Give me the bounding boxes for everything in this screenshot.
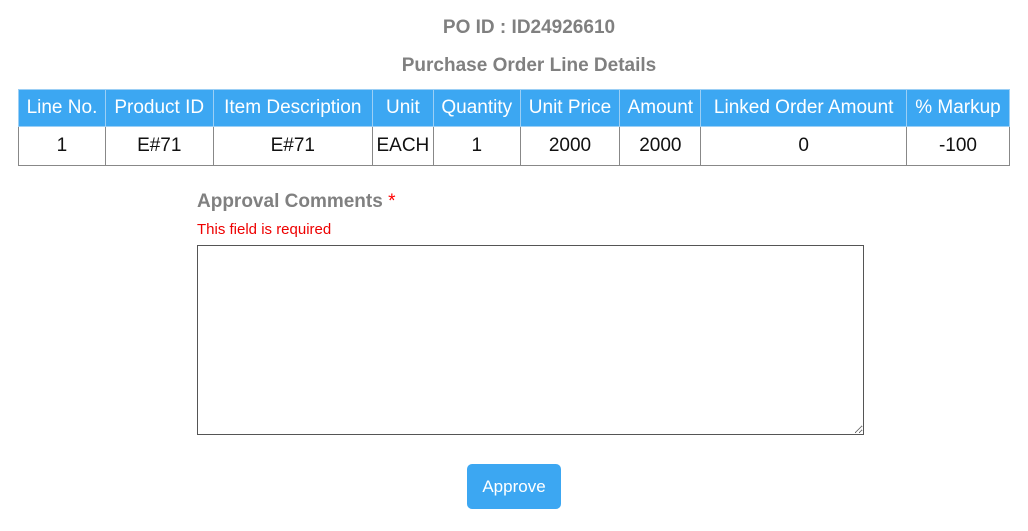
- po-id: PO ID : ID24926610: [442, 17, 616, 38]
- column-header: Quantity: [432, 89, 521, 127]
- table-row: 1 E#71 E#71 EACH 1 2000 2000 0 -100: [18, 126, 1011, 166]
- column-header: Unit Price: [519, 89, 621, 127]
- label-text: Approval Comments: [197, 191, 383, 212]
- table-cell: -100: [905, 126, 1011, 166]
- column-header: Linked Order Amount: [700, 89, 907, 127]
- table-cell: E#71: [212, 126, 373, 166]
- column-header: % Markup: [905, 89, 1011, 127]
- column-header: Amount: [619, 89, 702, 127]
- table-cell: 0: [700, 126, 907, 166]
- table-cell: 2000: [519, 126, 621, 166]
- table-cell: 2000: [619, 126, 702, 166]
- column-header: Unit: [371, 89, 434, 127]
- approval-comments-input[interactable]: [197, 245, 864, 435]
- table-cell: E#71: [104, 126, 214, 166]
- approve-button[interactable]: Approve: [467, 464, 561, 509]
- error-message: This field is required: [197, 221, 332, 238]
- section-title: Purchase Order Line Details: [401, 55, 657, 76]
- column-header: Product ID: [104, 89, 214, 127]
- column-header: Item Description: [212, 89, 373, 127]
- line-details-table: Line No. Product ID Item Description Unit Qu…: [18, 89, 1011, 166]
- table-cell: EACH: [371, 126, 434, 166]
- table-cell: 1: [18, 126, 106, 166]
- column-header: Line No.: [18, 89, 106, 127]
- table-cell: 1: [432, 126, 521, 166]
- required-mark: *: [388, 191, 396, 212]
- approval-comments-label: Approval Comments *: [197, 191, 396, 213]
